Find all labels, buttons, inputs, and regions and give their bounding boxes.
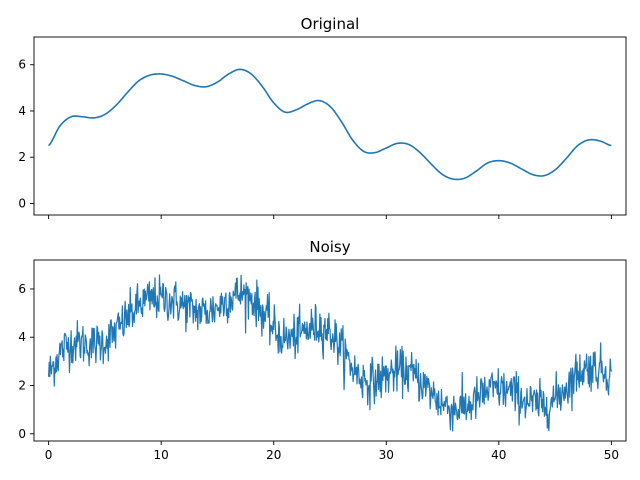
y-tick-label: 0 xyxy=(18,427,26,441)
x-tick-label: 50 xyxy=(604,448,619,462)
axes-frame-noisy xyxy=(33,259,627,442)
x-tick-label: 30 xyxy=(379,448,394,462)
x-ticks-original xyxy=(48,215,612,219)
chart-title-noisy: Noisy xyxy=(309,238,350,256)
subplot-noisy: Noisy 0 10 20 30 40 50 0 2 4 6 xyxy=(18,238,627,462)
chart-title-original: Original xyxy=(301,15,360,33)
y-tick-label: 0 xyxy=(18,196,26,210)
y-ticks-noisy: 0 2 4 6 xyxy=(18,282,34,441)
x-tick-label: 10 xyxy=(154,448,169,462)
y-tick-label: 6 xyxy=(18,282,26,296)
x-ticks-noisy: 0 10 20 30 40 50 xyxy=(45,441,619,462)
series-line-original xyxy=(48,68,612,181)
y-tick-label: 4 xyxy=(18,330,26,344)
x-tick-label: 20 xyxy=(266,448,281,462)
y-tick-label: 2 xyxy=(18,378,26,392)
subplot-original: Original 0 2 4 6 xyxy=(18,15,627,219)
x-tick-label: 40 xyxy=(491,448,506,462)
y-tick-label: 4 xyxy=(18,104,26,118)
series-line-noisy xyxy=(48,274,612,432)
x-tick-label: 0 xyxy=(45,448,53,462)
y-ticks-original: 0 2 4 6 xyxy=(18,58,34,210)
y-tick-label: 2 xyxy=(18,150,26,164)
y-tick-label: 6 xyxy=(18,58,26,72)
axes-frame-original xyxy=(33,36,627,216)
